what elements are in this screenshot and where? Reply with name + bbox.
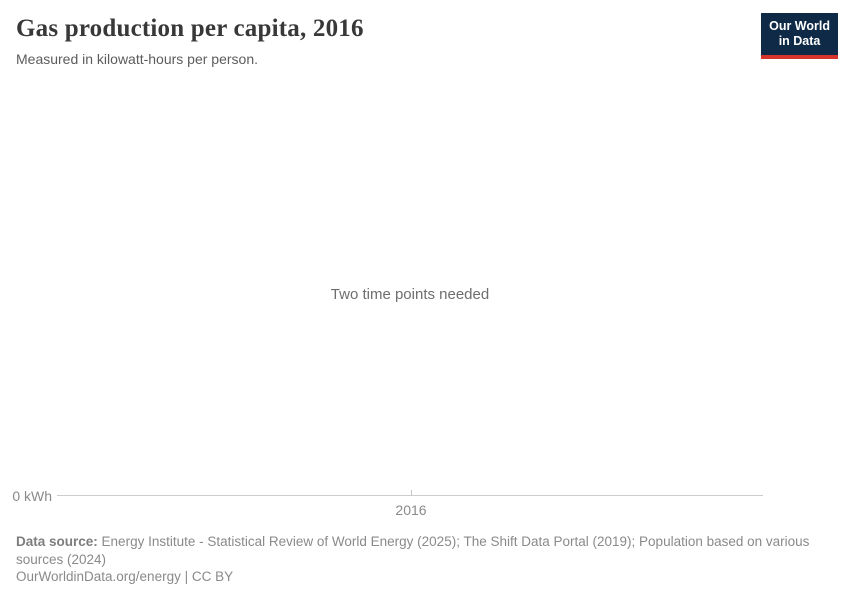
data-source-label: Data source: <box>16 534 98 549</box>
chart-empty-message: Two time points needed <box>330 286 490 303</box>
x-axis-tick-label: 2016 <box>395 502 427 518</box>
owid-logo-line2: in Data <box>778 34 821 48</box>
chart-title: Gas production per capita, 2016 <box>16 15 364 42</box>
x-axis-line <box>57 495 763 496</box>
x-axis-tick-mark <box>411 490 412 495</box>
data-source-line: Data source: Energy Institute - Statisti… <box>16 533 816 569</box>
y-axis-zero-label: 0 kWh <box>12 488 52 504</box>
owid-logo-line1: Our World <box>769 19 830 33</box>
attribution-link[interactable]: OurWorldinData.org/energy | CC BY <box>16 569 234 584</box>
chart-subtitle: Measured in kilowatt-hours per person. <box>16 51 259 67</box>
owid-logo[interactable]: Our World in Data <box>761 13 838 59</box>
data-source-text: Energy Institute - Statistical Review of… <box>16 534 810 567</box>
